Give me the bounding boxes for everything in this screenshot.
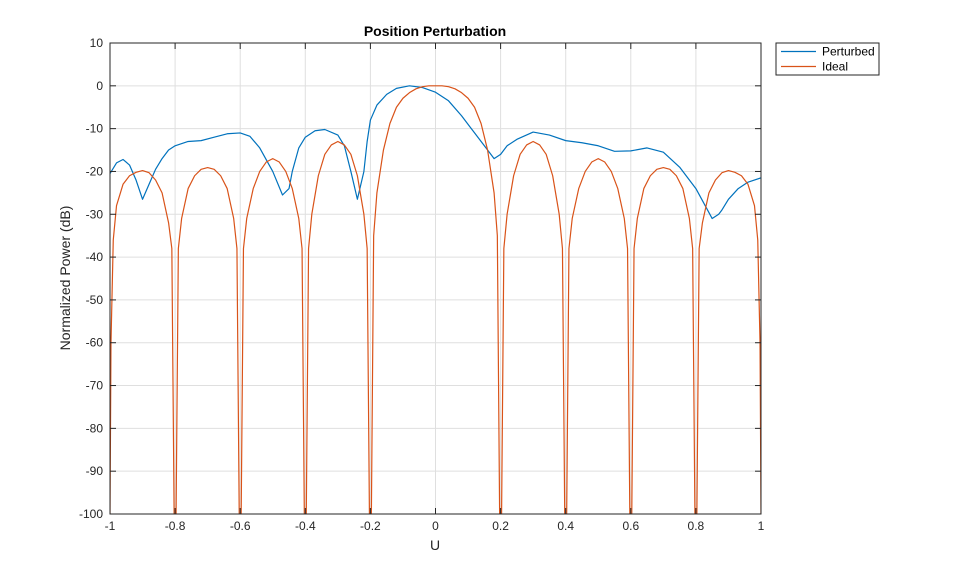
y-tick-label: 10 xyxy=(90,36,104,50)
x-tick-label: 0 xyxy=(432,519,439,533)
y-tick-label: -20 xyxy=(86,164,104,178)
y-tick-label: -40 xyxy=(86,250,104,264)
series-layer xyxy=(110,85,761,514)
x-tick-label: 0.6 xyxy=(622,519,639,533)
x-tick-label: -0.2 xyxy=(360,519,381,533)
y-tick-label: -50 xyxy=(86,293,104,307)
x-tick-label: 1 xyxy=(758,519,765,533)
y-tick-label: -90 xyxy=(86,464,104,478)
x-tick-label: -1 xyxy=(105,519,116,533)
x-tick-label: -0.8 xyxy=(165,519,186,533)
x-tick-label: 0.2 xyxy=(492,519,509,533)
y-tick-label: -10 xyxy=(86,122,104,136)
series-line-ideal xyxy=(110,85,761,514)
y-tick-label: 0 xyxy=(96,79,103,93)
y-tick-label: -60 xyxy=(86,336,104,350)
legend: Perturbed Ideal xyxy=(775,42,880,76)
x-tick-label: -0.6 xyxy=(230,519,251,533)
grid xyxy=(110,43,761,514)
axis-ticks: -1 -0.8 -0.6 -0.4 -0.2 0 0.2 0.4 0.6 0.8 1 10 0 -10 -2… xyxy=(79,36,765,533)
x-tick-label: -0.4 xyxy=(295,519,316,533)
y-tick-label: -30 xyxy=(86,207,104,221)
y-tick-label: -80 xyxy=(86,421,104,435)
legend-box xyxy=(775,42,880,76)
series-line-perturbed xyxy=(110,85,761,220)
y-tick-label: -100 xyxy=(79,507,103,521)
x-axis-label: U xyxy=(430,537,440,553)
x-tick-label: 0.8 xyxy=(688,519,705,533)
legend-label-ideal: Ideal xyxy=(822,60,848,74)
y-axis-label: Normalized Power (dB) xyxy=(57,206,73,351)
x-tick-label: 0.4 xyxy=(557,519,574,533)
legend-label-perturbed: Perturbed xyxy=(822,45,875,59)
y-tick-label: -70 xyxy=(86,379,104,393)
chart-title: Position Perturbation xyxy=(364,23,506,39)
